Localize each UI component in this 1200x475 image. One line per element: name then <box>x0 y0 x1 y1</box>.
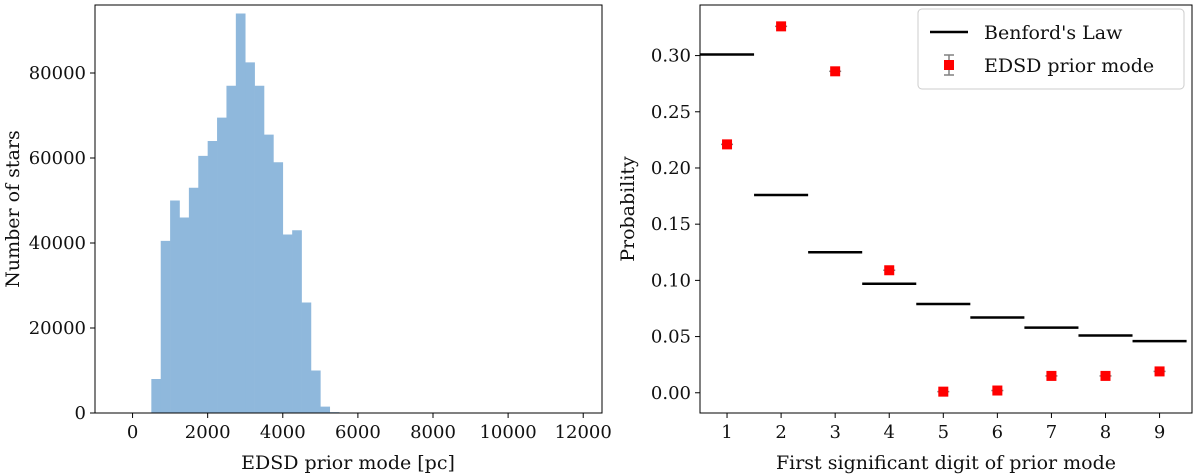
histogram-bars <box>151 13 340 413</box>
legend-benford-label: Benford's Law <box>984 22 1123 44</box>
histogram-x-axis-label: EDSD prior mode [pc] <box>241 452 455 474</box>
benford-y-tick-label: 0.05 <box>651 327 691 348</box>
histogram-y-tick-label: 80000 <box>29 63 86 84</box>
histogram-x-tick-label: 0 <box>127 422 138 443</box>
benford-x-tick-label: 4 <box>884 422 895 443</box>
benford-panel: 1 2 3 4 5 6 7 8 9 0.00 0.05 0.10 0.15 0.20 0.25 0.30 F… <box>617 4 1193 474</box>
histogram-x-tick-label: 4000 <box>260 422 306 443</box>
histogram-bar <box>179 217 190 413</box>
edsd-prior-mode-point <box>1154 366 1165 377</box>
histogram-bar <box>282 234 293 413</box>
benford-x-tick-label: 7 <box>1046 422 1057 443</box>
histogram-x-tick-label: 8000 <box>410 422 456 443</box>
benford-y-tick-label: 0.15 <box>651 214 691 235</box>
histogram-y-tick-label: 20000 <box>29 318 86 339</box>
benford-y-tick-label: 0.10 <box>651 270 691 291</box>
histogram-y-ticks: 0 20000 40000 60000 80000 <box>29 63 95 424</box>
benford-y-tick-label: 0.20 <box>651 158 691 179</box>
histogram-bar <box>273 162 284 413</box>
edsd-prior-mode-point <box>1046 370 1057 381</box>
legend-edsd-marker <box>944 60 954 70</box>
benford-x-tick-label: 9 <box>1154 422 1165 443</box>
histogram-bar <box>301 302 312 413</box>
histogram-x-tick-label: 10000 <box>479 422 536 443</box>
histogram-x-ticks: 0 2000 4000 6000 8000 10000 12000 <box>127 413 612 443</box>
edsd-prior-mode-point <box>776 21 787 32</box>
benford-x-tick-label: 3 <box>829 422 840 443</box>
histogram-bar <box>320 406 331 413</box>
histogram-bar <box>292 230 302 413</box>
histogram-bar <box>188 187 199 413</box>
histogram-y-tick-label: 60000 <box>29 148 86 169</box>
benford-x-ticks: 1 2 3 4 5 6 7 8 9 <box>721 413 1165 443</box>
benford-y-tick-label: 0.25 <box>651 102 691 123</box>
benford-x-tick-label: 8 <box>1100 422 1111 443</box>
edsd-prior-mode-point <box>722 139 733 150</box>
legend: Benford's Law EDSD prior mode <box>917 8 1185 90</box>
benford-x-tick-label: 1 <box>721 422 732 443</box>
histogram-bar <box>151 379 162 413</box>
edsd-prior-mode-point <box>1100 370 1111 381</box>
edsd-prior-mode-point <box>830 66 841 77</box>
histogram-bar <box>226 85 237 413</box>
histogram-x-tick-label: 2000 <box>185 422 231 443</box>
benford-y-tick-label: 0.30 <box>651 46 691 67</box>
histogram-y-axis-label: Number of stars <box>2 130 24 287</box>
histogram-x-tick-label: 12000 <box>555 422 612 443</box>
benford-axes-frame <box>699 4 1193 414</box>
edsd-prior-mode-point <box>884 265 895 276</box>
edsd-prior-mode-point <box>938 386 949 397</box>
benford-y-axis-label: Probability <box>617 156 639 262</box>
histogram-bar <box>160 240 171 413</box>
benford-y-tick-label: 0.00 <box>651 383 691 404</box>
histogram-x-tick-label: 6000 <box>335 422 381 443</box>
histogram-bar <box>245 62 255 413</box>
benford-x-axis-label: First significant digit of prior mode <box>776 452 1116 474</box>
histogram-bar <box>264 134 274 413</box>
benford-x-tick-label: 2 <box>775 422 786 443</box>
histogram-panel: 0 2000 4000 6000 8000 10000 12000 0 20000 40000 6… <box>2 4 612 474</box>
histogram-bar <box>217 117 227 413</box>
histogram-y-tick-label: 0 <box>75 403 86 424</box>
legend-edsd-label: EDSD prior mode <box>984 55 1154 77</box>
legend-box <box>917 8 1185 90</box>
legend-entry-edsd: EDSD prior mode <box>944 54 1154 77</box>
histogram-y-tick-label: 40000 <box>29 233 86 254</box>
benford-x-tick-label: 5 <box>938 422 949 443</box>
histogram-axes-frame <box>94 4 603 414</box>
benford-series <box>700 21 1187 397</box>
histogram-bar <box>198 155 208 413</box>
histogram-bar <box>170 200 180 413</box>
histogram-bar <box>235 13 246 413</box>
histogram-bar <box>254 85 265 413</box>
benford-y-ticks: 0.00 0.05 0.10 0.15 0.20 0.25 0.30 <box>651 46 700 404</box>
edsd-prior-mode-point <box>992 385 1003 396</box>
benford-x-tick-label: 6 <box>992 422 1003 443</box>
legend-entry-benford: Benford's Law <box>930 22 1123 44</box>
histogram-bar <box>207 141 218 413</box>
histogram-bar <box>310 370 321 413</box>
